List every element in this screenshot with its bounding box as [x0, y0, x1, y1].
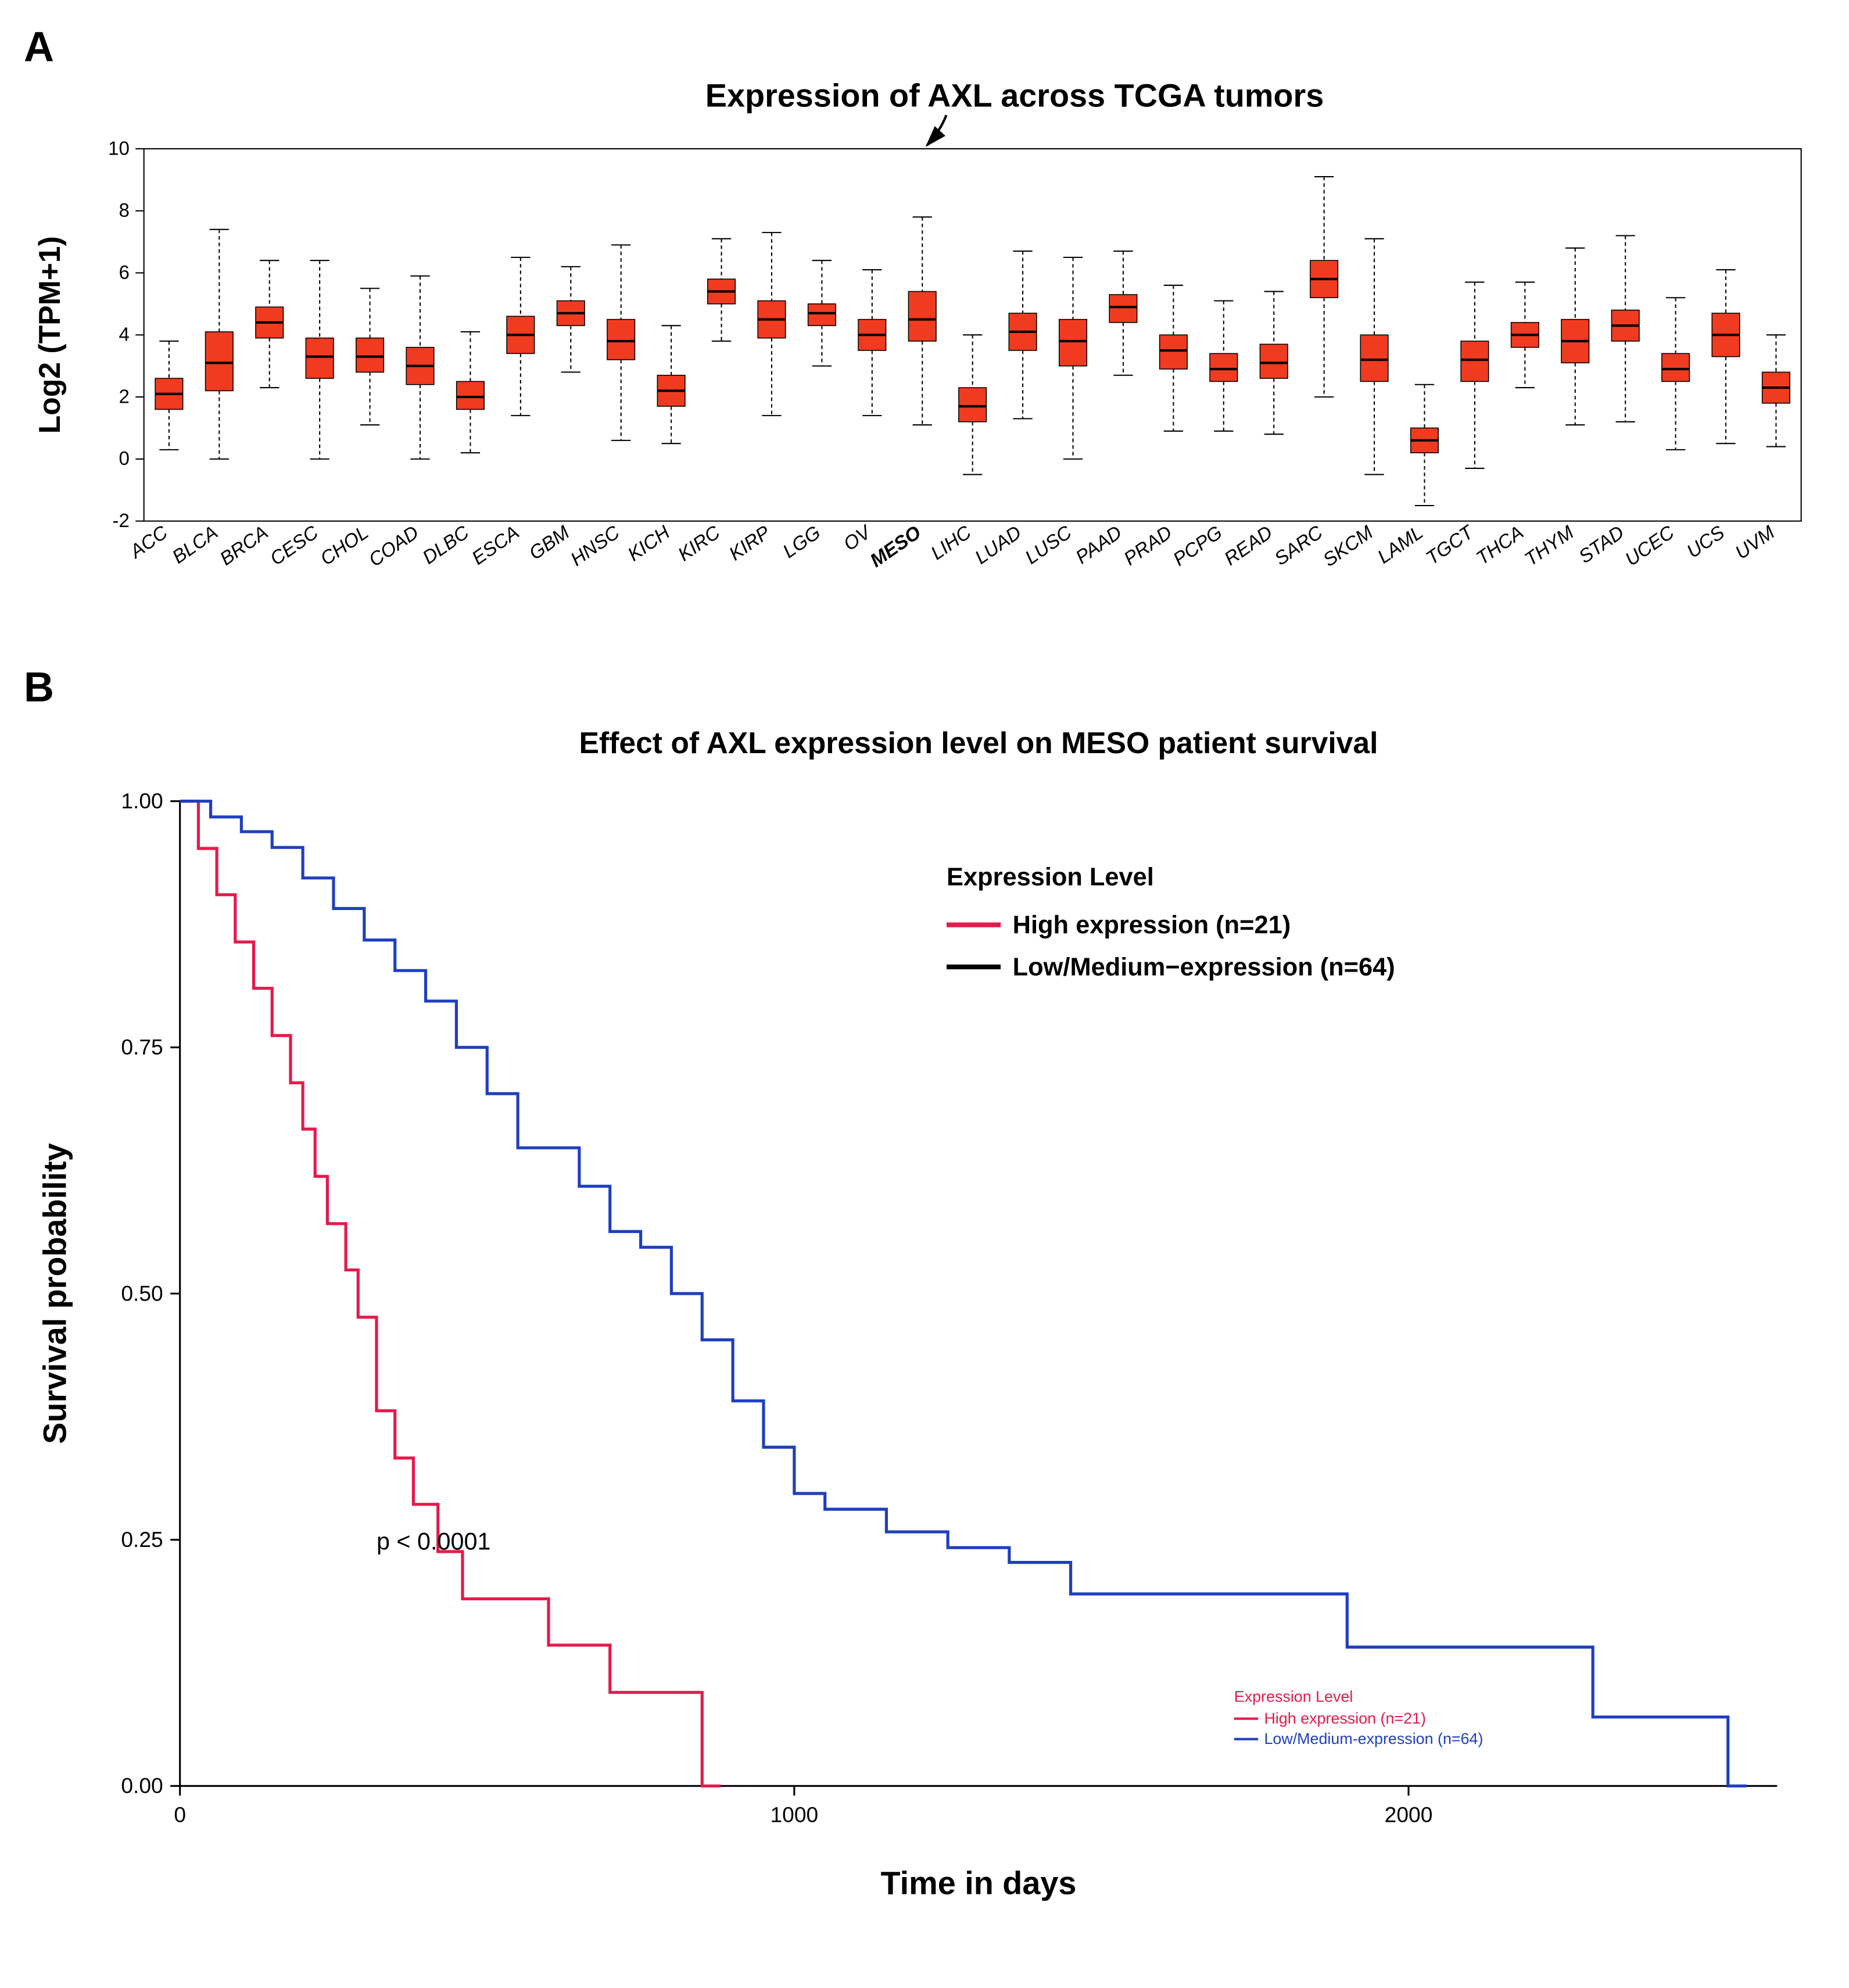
svg-text:GBM: GBM: [525, 521, 574, 564]
svg-text:-2: -2: [112, 510, 129, 532]
svg-text:0: 0: [174, 1802, 186, 1826]
svg-text:CESC: CESC: [266, 521, 322, 570]
svg-text:ACC: ACC: [125, 521, 172, 563]
svg-text:8: 8: [119, 200, 129, 221]
svg-text:UCS: UCS: [1683, 522, 1728, 563]
svg-text:Low/Medium−expression (n=64): Low/Medium−expression (n=64): [1013, 953, 1395, 981]
panel-a: A Expression of AXL across TCGA tumors -2…: [24, 23, 1825, 617]
svg-text:TGCT: TGCT: [1422, 521, 1479, 569]
svg-text:PAAD: PAAD: [1072, 522, 1126, 569]
svg-text:LGG: LGG: [779, 522, 825, 563]
svg-text:0.75: 0.75: [121, 1035, 163, 1059]
panel-b-label: B: [24, 664, 1825, 711]
svg-text:4: 4: [119, 324, 129, 346]
panel-a-label: A: [24, 23, 1825, 71]
svg-text:LAML: LAML: [1374, 522, 1427, 568]
svg-text:COAD: COAD: [365, 522, 422, 571]
svg-text:0.25: 0.25: [121, 1527, 163, 1552]
svg-text:1.00: 1.00: [121, 789, 163, 813]
svg-text:2000: 2000: [1385, 1802, 1433, 1826]
svg-text:0.50: 0.50: [121, 1281, 163, 1305]
svg-text:KICH: KICH: [624, 522, 674, 566]
svg-text:UVM: UVM: [1732, 521, 1779, 564]
svg-text:PCPG: PCPG: [1169, 522, 1226, 571]
svg-text:2: 2: [119, 386, 129, 407]
svg-text:KIRP: KIRP: [725, 522, 774, 565]
svg-text:LIHC: LIHC: [927, 521, 976, 564]
svg-text:Survival probability: Survival probability: [36, 1143, 73, 1444]
svg-text:LUAD: LUAD: [971, 522, 1025, 569]
svg-text:PRAD: PRAD: [1120, 522, 1176, 570]
svg-text:BLCA: BLCA: [169, 522, 222, 568]
svg-text:0.00: 0.00: [121, 1774, 163, 1798]
svg-text:p < 0.0001: p < 0.0001: [377, 1528, 491, 1555]
svg-text:6: 6: [119, 262, 129, 284]
svg-text:UCEC: UCEC: [1621, 521, 1679, 571]
svg-text:High expression (n=21): High expression (n=21): [1264, 1710, 1425, 1727]
svg-text:Expression Level: Expression Level: [1234, 1688, 1353, 1706]
svg-text:THYM: THYM: [1521, 521, 1578, 570]
figure-container: A Expression of AXL across TCGA tumors -2…: [24, 23, 1825, 1918]
svg-text:0: 0: [119, 448, 129, 470]
svg-text:SKCM: SKCM: [1319, 521, 1377, 571]
svg-text:BRCA: BRCA: [216, 522, 272, 570]
svg-text:STAD: STAD: [1575, 522, 1628, 568]
svg-text:Expression Level: Expression Level: [947, 863, 1154, 891]
svg-text:Time in days: Time in days: [881, 1864, 1077, 1901]
svg-text:Log2 (TPM+1): Log2 (TPM+1): [33, 236, 66, 434]
svg-text:LUSC: LUSC: [1022, 521, 1076, 569]
svg-text:HNSC: HNSC: [567, 521, 624, 571]
svg-text:ESCA: ESCA: [468, 522, 523, 569]
survival-chart: Effect of AXL expression level on MESO p…: [24, 717, 1825, 1918]
svg-text:Expression of AXL across TCGA: Expression of AXL across TCGA tumors: [705, 77, 1324, 114]
svg-text:THCA: THCA: [1472, 522, 1528, 569]
svg-text:KIRC: KIRC: [674, 521, 725, 565]
svg-text:SARC: SARC: [1271, 521, 1327, 570]
boxplot-chart: Expression of AXL across TCGA tumors -2 0 2…: [24, 77, 1825, 617]
svg-text:READ: READ: [1220, 522, 1276, 570]
svg-text:High expression (n=21): High expression (n=21): [1013, 911, 1291, 939]
svg-text:MESO: MESO: [866, 522, 925, 572]
panel-b: B Effect of AXL expression level on MESO…: [24, 664, 1825, 1918]
svg-text:OV: OV: [840, 521, 876, 555]
svg-text:DLBC: DLBC: [419, 521, 474, 569]
svg-text:Effect of AXL expression level: Effect of AXL expression level on MESO p…: [579, 726, 1378, 760]
svg-text:Low/Medium-expression (n=64): Low/Medium-expression (n=64): [1264, 1730, 1483, 1747]
svg-text:10: 10: [108, 138, 130, 159]
svg-text:CHOL: CHOL: [317, 522, 372, 570]
svg-text:1000: 1000: [770, 1802, 818, 1826]
